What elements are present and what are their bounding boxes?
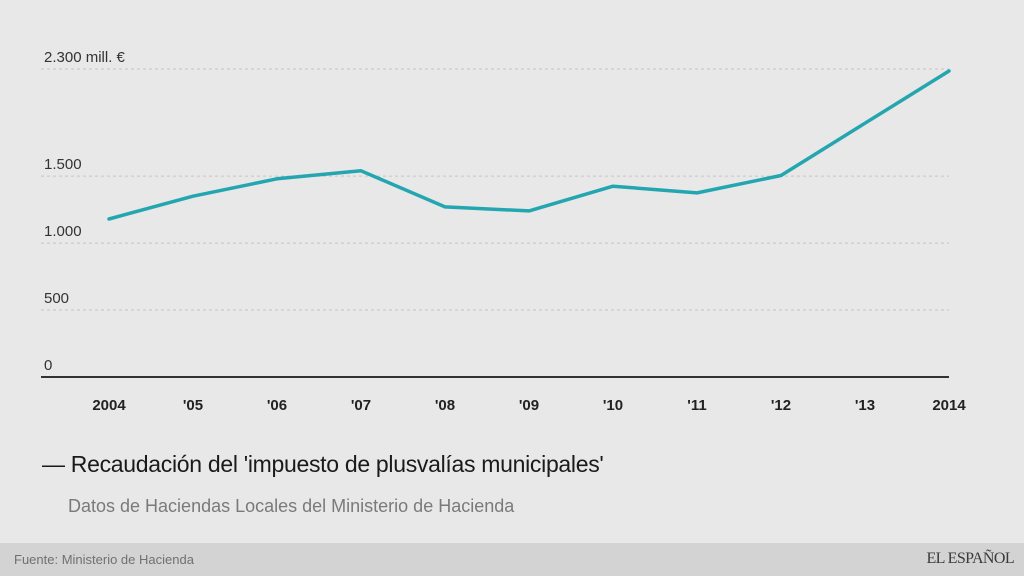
x-tick-label: '12 bbox=[771, 397, 791, 414]
y-tick-label: 2.300 mill. € bbox=[44, 49, 126, 66]
line-chart: 0 500 1.000 1.500 2.300 mill. € 2004 '05 '06 '0… bbox=[41, 49, 966, 414]
x-tick-label: '05 bbox=[183, 397, 203, 414]
x-tick-label: '11 bbox=[687, 397, 706, 414]
series-line-recaudacion bbox=[107, 69, 951, 221]
chart-subtitle: Datos de Haciendas Locales del Ministeri… bbox=[68, 496, 515, 516]
brand-logo: EL ESPAÑOL bbox=[926, 550, 1015, 567]
y-tick-label: 0 bbox=[44, 357, 52, 374]
y-tick-label: 1.500 bbox=[44, 156, 82, 173]
x-tick-label: '06 bbox=[267, 397, 287, 414]
x-axis-labels: 2004 '05 '06 '07 '08 '09 '10 '11 '12 '13 2014 bbox=[92, 397, 966, 414]
y-tick-label: 500 bbox=[44, 290, 69, 307]
x-tick-label: '13 bbox=[855, 397, 875, 414]
gridlines bbox=[41, 68, 949, 311]
x-tick-label: '10 bbox=[603, 397, 623, 414]
footer: Fuente: Ministerio de Hacienda EL ESPAÑO… bbox=[0, 543, 1024, 576]
source-text: Fuente: Ministerio de Hacienda bbox=[14, 552, 194, 567]
legend-item: — Recaudación del 'impuesto de plusvalía… bbox=[42, 451, 604, 478]
x-tick-label: '07 bbox=[351, 397, 371, 414]
y-tick-label: 1.000 bbox=[44, 223, 82, 240]
series-layer bbox=[107, 69, 951, 221]
legend-label: Recaudación del 'impuesto de plusvalías … bbox=[70, 451, 604, 477]
x-tick-label: '09 bbox=[519, 397, 539, 414]
legend-line-marker: — bbox=[42, 451, 65, 477]
x-tick-label: '08 bbox=[435, 397, 455, 414]
x-tick-label: 2014 bbox=[932, 397, 966, 414]
y-axis-labels: 0 500 1.000 1.500 2.300 mill. € bbox=[44, 49, 126, 374]
x-tick-label: 2004 bbox=[92, 397, 126, 414]
